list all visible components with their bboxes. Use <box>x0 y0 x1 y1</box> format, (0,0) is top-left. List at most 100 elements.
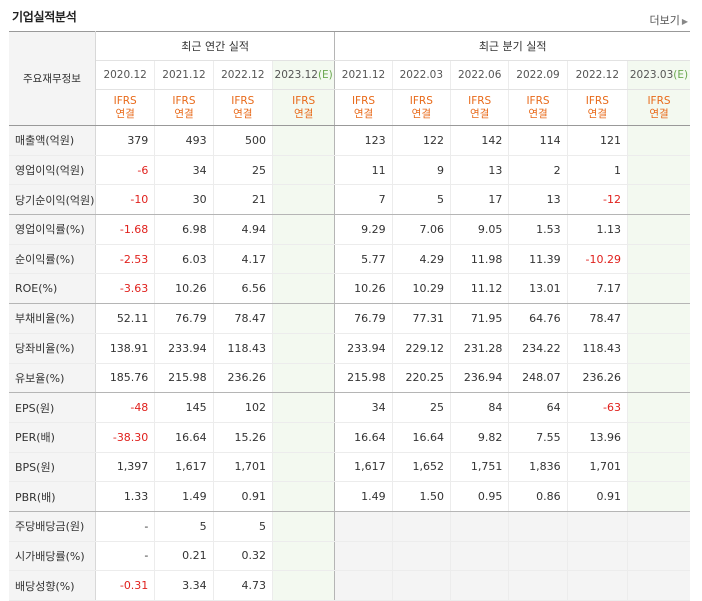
value-cell: 30 <box>154 184 214 216</box>
value-cell: 1.50 <box>391 481 451 512</box>
empty-cell <box>627 570 690 601</box>
table-row: 영업이익률(%) -1.68 6.98 4.94 9.29 7.06 9.05 1.53 1.1… <box>9 214 690 245</box>
table-row: PBR(배) 1.33 1.49 0.91 1.49 1.50 0.95 0.86 0.91 <box>9 481 690 512</box>
value-cell: 13.01 <box>508 273 568 305</box>
value-cell: 5.77 <box>334 244 393 275</box>
value-cell: 34 <box>154 155 214 186</box>
value-cell <box>271 244 335 275</box>
value-cell: 4.29 <box>391 244 451 275</box>
value-cell: 78.47 <box>212 303 273 334</box>
chevron-right-icon: ▶ <box>681 17 688 26</box>
estimate-mark: (E) <box>317 69 333 81</box>
empty-cell <box>449 570 509 601</box>
empty-cell <box>391 541 451 572</box>
value-cell: 122 <box>391 125 451 156</box>
value-cell <box>627 244 690 275</box>
value-cell: 5 <box>391 184 451 216</box>
ifrs-line: IFRS <box>113 94 137 107</box>
empty-cell <box>391 511 451 542</box>
empty-cell <box>334 511 393 542</box>
value-cell: 9 <box>391 155 451 186</box>
value-cell: 4.73 <box>212 570 273 601</box>
consolidated-line: 연결 <box>233 107 253 120</box>
value-cell: 16.64 <box>154 422 214 453</box>
value-cell: -6 <box>94 155 155 186</box>
value-cell: 233.94 <box>334 333 393 364</box>
estimate-mark: (E) <box>673 69 689 81</box>
row-label: 당좌비율(%) <box>9 333 96 364</box>
value-cell: 25 <box>391 392 451 423</box>
value-cell: 1.33 <box>94 481 155 512</box>
more-link[interactable]: 더보기 ▶ <box>649 12 688 28</box>
value-cell: 0.95 <box>449 481 509 512</box>
value-cell: - <box>94 541 155 572</box>
period-header: 2022.12 <box>212 60 273 90</box>
value-cell: 7.06 <box>391 214 451 245</box>
value-cell <box>271 155 335 186</box>
row-label: 부채비율(%) <box>9 303 96 334</box>
value-cell <box>271 273 335 305</box>
value-cell: 215.98 <box>154 363 214 394</box>
value-cell: 13.96 <box>566 422 628 453</box>
value-cell: 4.17 <box>212 244 273 275</box>
period-header: 2021.12 <box>334 60 393 90</box>
table-row: 유보율(%) 185.76 215.98 236.26 215.98 220.25 236.… <box>9 363 690 394</box>
value-cell: 16.64 <box>391 422 451 453</box>
value-cell: 11.39 <box>508 244 568 275</box>
value-cell: 16.64 <box>334 422 393 453</box>
value-cell: 10.26 <box>334 273 393 305</box>
value-cell: 0.91 <box>566 481 628 512</box>
period-header: 2022.03 <box>391 60 451 90</box>
value-cell: 102 <box>212 392 273 423</box>
value-cell <box>271 303 335 334</box>
value-cell: 84 <box>449 392 509 423</box>
value-cell: 9.29 <box>334 214 393 245</box>
value-cell: -2.53 <box>94 244 155 275</box>
ifrs-line: IFRS <box>351 94 376 107</box>
table-row: 영업이익(억원) -6 34 25 11 9 13 2 1 <box>9 155 690 186</box>
value-cell: 64 <box>508 392 568 423</box>
value-cell: 17 <box>449 184 509 216</box>
value-cell: 118.43 <box>212 333 273 364</box>
value-cell: 215.98 <box>334 363 393 394</box>
value-cell: 1,652 <box>391 452 451 483</box>
value-cell <box>627 452 690 483</box>
value-cell: 234.22 <box>508 333 568 364</box>
table-row: EPS(원) -48 145 102 34 25 84 64 -63 <box>9 392 690 423</box>
empty-cell <box>449 541 509 572</box>
value-cell <box>271 125 335 156</box>
value-cell: 1,617 <box>334 452 393 483</box>
value-cell: 231.28 <box>449 333 509 364</box>
consolidated-line: 연결 <box>528 107 548 120</box>
value-cell: 25 <box>212 155 273 186</box>
empty-cell <box>508 541 568 572</box>
value-cell <box>271 541 335 572</box>
row-label: BPS(원) <box>9 452 96 483</box>
value-cell: 1.49 <box>154 481 214 512</box>
value-cell: 1,617 <box>154 452 214 483</box>
value-cell: 1,701 <box>212 452 273 483</box>
row-label: 주당배당금(원) <box>9 511 96 542</box>
value-cell: 118.43 <box>566 333 628 364</box>
empty-cell <box>449 511 509 542</box>
ifrs-line: IFRS <box>231 94 255 107</box>
value-cell: 64.76 <box>508 303 568 334</box>
value-cell: 7.17 <box>566 273 628 305</box>
ifrs-line: IFRS <box>172 94 196 107</box>
value-cell: 1 <box>566 155 628 186</box>
value-cell: 10.26 <box>154 273 214 305</box>
value-cell: -1.68 <box>94 214 155 245</box>
value-cell: 379 <box>94 125 155 156</box>
value-cell: -10.29 <box>566 244 628 275</box>
value-cell <box>627 214 690 245</box>
value-cell: 11.12 <box>449 273 509 305</box>
value-cell: 500 <box>212 125 273 156</box>
value-cell: 0.91 <box>212 481 273 512</box>
value-cell: 52.11 <box>94 303 155 334</box>
ifrs-line: IFRS <box>526 94 550 107</box>
value-cell: -48 <box>94 392 155 423</box>
more-label: 더보기 <box>649 14 680 27</box>
empty-cell <box>566 570 628 601</box>
period-header: 2023.03(E) <box>627 60 690 90</box>
